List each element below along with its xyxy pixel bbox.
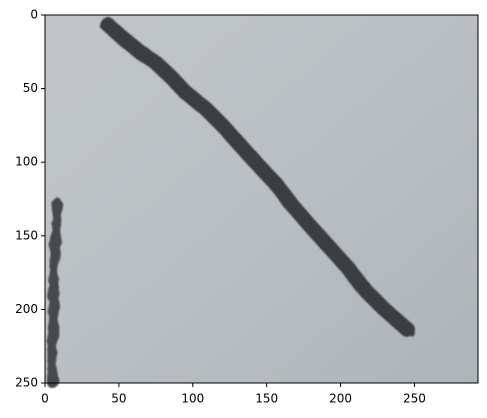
x-tick-label: 250 bbox=[403, 392, 426, 406]
ink-strokes bbox=[47, 17, 416, 388]
y-tick-label: 250 bbox=[15, 376, 38, 390]
y-tick-label: 150 bbox=[15, 228, 38, 242]
x-tick-label: 0 bbox=[41, 392, 49, 406]
x-tick-label: 100 bbox=[181, 392, 204, 406]
x-tick-label: 200 bbox=[329, 392, 352, 406]
x-tick-label: 50 bbox=[111, 392, 126, 406]
x-tick-label: 150 bbox=[255, 392, 278, 406]
diagonal-stroke bbox=[100, 17, 416, 338]
y-tick-label: 0 bbox=[30, 8, 38, 22]
axes-frame bbox=[44, 14, 479, 384]
y-tick-label: 200 bbox=[15, 302, 38, 316]
image bbox=[45, 15, 478, 388]
vertical-stroke bbox=[47, 198, 62, 388]
y-tick-label: 50 bbox=[23, 81, 38, 95]
y-tick-label: 100 bbox=[15, 155, 38, 169]
